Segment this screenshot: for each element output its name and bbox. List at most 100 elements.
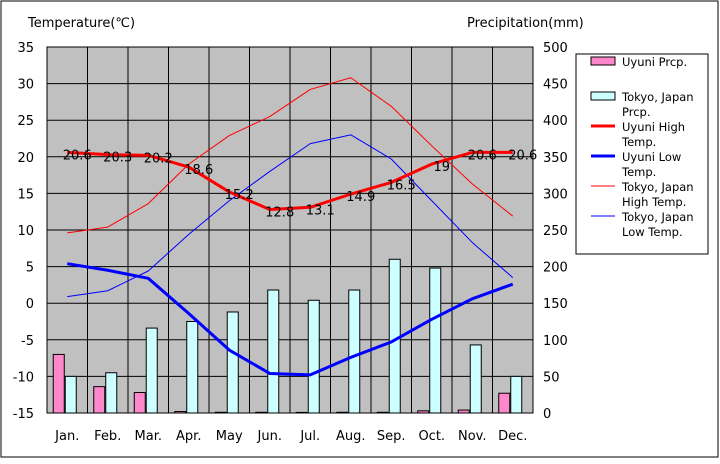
temperature-line	[67, 262, 514, 377]
precip-bar	[457, 409, 470, 414]
precip-bar	[498, 392, 511, 414]
legend-label: Tokyo, Japan	[621, 90, 694, 104]
x-axis-tick-label: Aug.	[336, 429, 366, 444]
data-label: 20.6	[508, 148, 537, 163]
precip-bar	[510, 375, 523, 414]
x-axis-tick-label: Sep.	[377, 429, 406, 444]
precip-bar	[267, 289, 280, 414]
temperature-line	[67, 150, 513, 212]
data-label: 20.6	[468, 148, 497, 163]
data-label: 20.3	[103, 151, 132, 166]
precip-bar	[307, 299, 320, 414]
data-label: 16.5	[387, 178, 416, 193]
left-axis-tick-label: 5	[26, 261, 34, 276]
right-axis-tick-label: 300	[543, 187, 568, 202]
x-axis-tick-label: Dec.	[498, 429, 527, 444]
precip-bar	[226, 311, 239, 414]
legend-swatch	[590, 56, 616, 66]
x-axis-tick-label: Jul.	[299, 429, 320, 444]
legend-label: Temp.	[621, 165, 656, 179]
right-axis-tick-label: 450	[543, 78, 568, 93]
precip-bar	[295, 411, 308, 414]
data-label: 18.6	[184, 163, 213, 178]
left-axis-tick-label: -5	[21, 334, 34, 349]
data-label: 12.8	[265, 206, 294, 221]
left-axis-tick-label: 30	[17, 78, 34, 93]
left-axis-tick-label: -15	[13, 407, 34, 422]
left-axis-tick-label: -10	[13, 370, 34, 385]
legend-box	[575, 53, 709, 255]
x-axis-tick-label: Jan.	[54, 429, 79, 444]
data-labels: 20.6 20.3 20.2 18.6 15.2 12.8 13.1 14.9 16.5 19 20…	[63, 148, 537, 220]
data-label: 20.2	[144, 151, 173, 166]
x-axis-tick-label: Feb.	[94, 429, 121, 444]
precip-bar	[174, 411, 187, 414]
right-axis-tick-label: 0	[543, 407, 551, 422]
precip-bar	[145, 327, 158, 414]
right-axis-tick-label: 250	[543, 224, 568, 239]
precip-bar	[52, 353, 65, 414]
right-axis-title: Precipitation(mm)	[467, 16, 584, 31]
left-axis-tick-label: 15	[17, 187, 34, 202]
legend-label: Uyuni High	[622, 120, 685, 134]
right-axis-tick-label: 350	[543, 151, 568, 166]
left-axis-tick-label: 20	[17, 151, 34, 166]
gridlines	[47, 47, 533, 413]
precip-bar	[336, 411, 349, 414]
x-axis-tick-label: Nov.	[458, 429, 487, 444]
data-label: 19	[433, 160, 450, 175]
legend-label: Tokyo, Japan	[621, 210, 694, 224]
precip-bar	[105, 372, 118, 414]
data-label: 20.6	[63, 148, 92, 163]
precip-bar	[214, 411, 227, 414]
precip-bar	[429, 267, 442, 414]
data-label: 13.1	[306, 203, 335, 218]
precip-bar	[255, 411, 268, 414]
precip-bar	[388, 258, 401, 414]
legend-label: Low Temp.	[622, 225, 683, 239]
precip-bar	[133, 392, 146, 414]
legend-label: High Temp.	[622, 195, 686, 209]
legend-label: Prcp.	[622, 105, 651, 119]
left-axis-title: Temperature(℃)	[27, 16, 135, 31]
x-axis-tick-label: Jun.	[257, 429, 282, 444]
x-axis-tick-label: Mar.	[135, 429, 162, 444]
left-axis-tick-label: 35	[17, 41, 34, 56]
right-axis-tick-label: 200	[543, 261, 568, 276]
legend-label: Temp.	[621, 135, 656, 149]
x-axis-tick-label: Apr.	[176, 429, 201, 444]
right-axis-tick-label: 500	[543, 41, 568, 56]
left-axis-ticks: 35 30 25 20 15 10 5 0 -5 -10 -15	[13, 41, 34, 422]
precip-bar	[348, 289, 361, 414]
left-axis-tick-label: 10	[17, 224, 34, 239]
data-label: 14.9	[346, 190, 375, 205]
temperature-line	[67, 134, 514, 298]
left-axis-tick-label: 0	[26, 297, 34, 312]
legend-swatch	[590, 91, 616, 101]
precip-bar	[64, 375, 77, 414]
precipitation-bars	[52, 258, 523, 414]
x-axis-tick-label: May	[216, 429, 243, 444]
right-axis-tick-label: 100	[543, 334, 568, 349]
data-label: 15.2	[225, 188, 254, 203]
precip-bar	[376, 411, 389, 414]
right-axis-tick-label: 400	[543, 114, 568, 129]
temperature-lines	[67, 77, 514, 377]
legend-label: Uyuni Low	[622, 150, 681, 164]
precip-bar	[469, 344, 482, 414]
left-axis-tick-label: 25	[17, 114, 34, 129]
precip-bar	[186, 321, 199, 414]
right-axis-tick-label: 150	[543, 297, 568, 312]
x-axis-tick-label: Oct.	[418, 429, 445, 444]
temperature-line	[67, 77, 514, 234]
legend-label: Tokyo, Japan	[621, 180, 694, 194]
x-axis-ticks: Jan. Feb. Mar. Apr. May Jun. Jul. Aug. Sep. Oct. N…	[54, 429, 527, 444]
precip-bar	[417, 410, 430, 414]
precip-bar	[93, 386, 106, 414]
legend-label: Uyuni Prcp.	[622, 55, 687, 69]
right-axis-tick-label: 50	[543, 370, 560, 385]
